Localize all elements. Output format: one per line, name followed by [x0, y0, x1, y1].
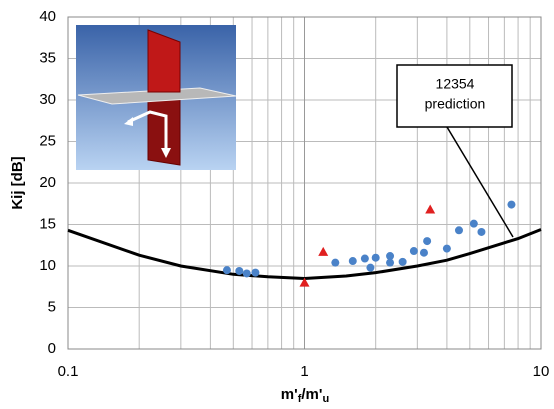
data-point [470, 220, 478, 228]
chart: 12354 prediction Kij [dB] m'f/m'u 051015… [0, 0, 554, 409]
y-tick-label: 35 [39, 49, 56, 66]
y-tick-label: 30 [39, 91, 56, 108]
y-tick-label: 25 [39, 132, 56, 149]
y-tick-label: 40 [39, 8, 56, 25]
x-tick-label: 10 [533, 363, 550, 380]
y-axis-label: Kij [dB] [9, 156, 26, 209]
data-point [372, 254, 380, 262]
y-tick-label: 20 [39, 174, 56, 191]
x-axis-label: m'f/m'u [281, 386, 329, 405]
data-point [423, 237, 431, 245]
y-tick-label: 10 [39, 257, 56, 274]
data-point [425, 205, 435, 214]
data-point [399, 258, 407, 266]
x-tick-label: 1 [300, 363, 308, 380]
annotation-text: 12354 [436, 76, 475, 92]
x-tick-label: 0.1 [58, 363, 79, 380]
data-point [318, 247, 328, 256]
data-point [443, 245, 451, 253]
data-point [455, 226, 463, 234]
inset-illustration [76, 25, 236, 170]
data-point [361, 255, 369, 263]
data-point [477, 228, 485, 236]
y-tick-label: 15 [39, 215, 56, 232]
data-point [235, 267, 243, 275]
data-point [366, 264, 374, 272]
annotation-leader [447, 127, 513, 237]
data-point [410, 247, 418, 255]
data-point [243, 269, 251, 277]
data-point [349, 257, 357, 265]
x-axis-label-part: m' [281, 386, 298, 403]
data-point [386, 259, 394, 267]
y-tick-label: 0 [48, 340, 56, 357]
data-point [223, 266, 231, 274]
data-point [420, 249, 428, 257]
x-axis-label-part: u [322, 393, 329, 405]
data-point [331, 259, 339, 267]
x-axis-label-part: /m' [301, 386, 322, 403]
data-point [507, 201, 515, 209]
y-tick-label: 5 [48, 298, 56, 315]
annotation-text: prediction [425, 96, 486, 112]
data-point [251, 269, 259, 277]
